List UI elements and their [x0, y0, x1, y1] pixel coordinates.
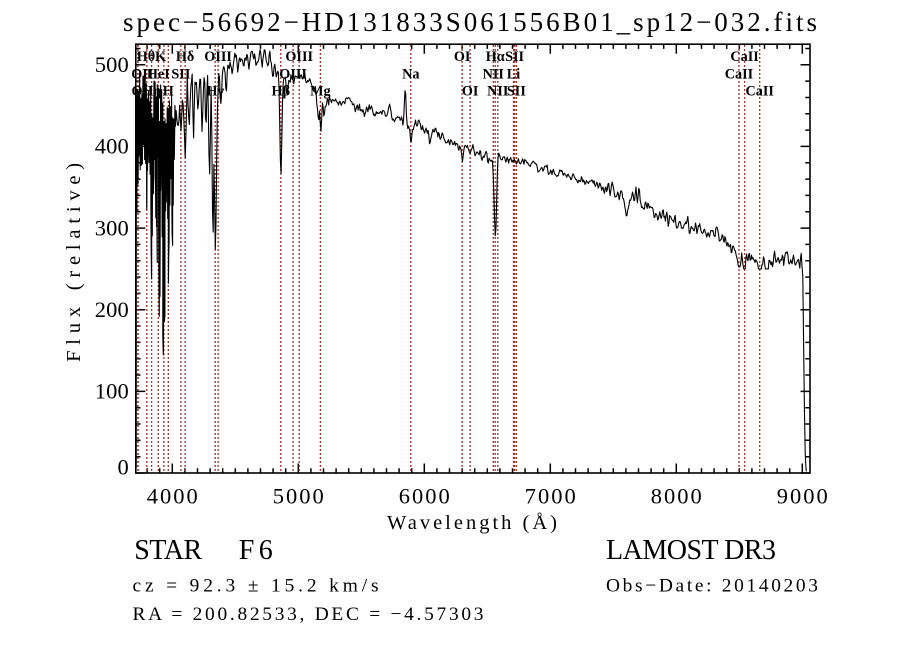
svg-text:Na: Na: [402, 66, 419, 82]
svg-text:OI: OI: [454, 49, 471, 65]
svg-text:400: 400: [95, 134, 129, 159]
svg-text:CaII: CaII: [730, 49, 759, 65]
svg-text:SII: SII: [505, 49, 524, 65]
svg-text:NII: NII: [483, 66, 505, 82]
svg-text:Wavelength (Å): Wavelength (Å): [387, 512, 557, 534]
svg-text:OII: OII: [131, 84, 154, 100]
svg-text:100: 100: [95, 379, 129, 404]
svg-text:OI: OI: [462, 84, 479, 100]
svg-text:spec−56692−HD131833S061556B01_: spec−56692−HD131833S061556B01_sp12−032.f…: [123, 7, 817, 37]
svg-text:Mg: Mg: [310, 84, 331, 100]
svg-text:OIII: OIII: [204, 49, 232, 65]
svg-text:RA = 200.82533, DEC = −4.57303: RA = 200.82533, DEC = −4.57303: [133, 604, 484, 625]
svg-text:Hα: Hα: [486, 49, 505, 65]
svg-text:Hβ: Hβ: [272, 84, 291, 100]
svg-text:SII: SII: [171, 66, 190, 82]
svg-text:H: H: [163, 84, 174, 100]
svg-text:Hθ: Hθ: [137, 49, 155, 65]
svg-text:Flux (relative): Flux (relative): [63, 163, 85, 362]
svg-text:OIII: OIII: [279, 66, 307, 82]
svg-text:300: 300: [95, 215, 129, 240]
svg-text:NII: NII: [487, 84, 509, 100]
svg-text:STAR: STAR: [134, 535, 202, 566]
svg-text:0: 0: [118, 454, 129, 479]
svg-text:500: 500: [95, 52, 129, 77]
svg-text:Hγ: Hγ: [206, 84, 224, 100]
svg-text:OIII: OIII: [285, 49, 313, 65]
svg-text:CaII: CaII: [725, 66, 754, 82]
svg-text:Hδ: Hδ: [176, 49, 194, 65]
svg-text:K: K: [155, 49, 166, 65]
svg-text:LAMOST DR3: LAMOST DR3: [606, 535, 776, 566]
svg-text:HeI: HeI: [147, 66, 170, 82]
svg-text:SII: SII: [507, 84, 526, 100]
svg-text:OII: OII: [131, 66, 154, 82]
svg-text:Hη: Hη: [142, 84, 161, 100]
svg-text:CaII: CaII: [746, 84, 775, 100]
svg-text:200: 200: [95, 297, 129, 322]
svg-text:Li: Li: [507, 66, 520, 82]
